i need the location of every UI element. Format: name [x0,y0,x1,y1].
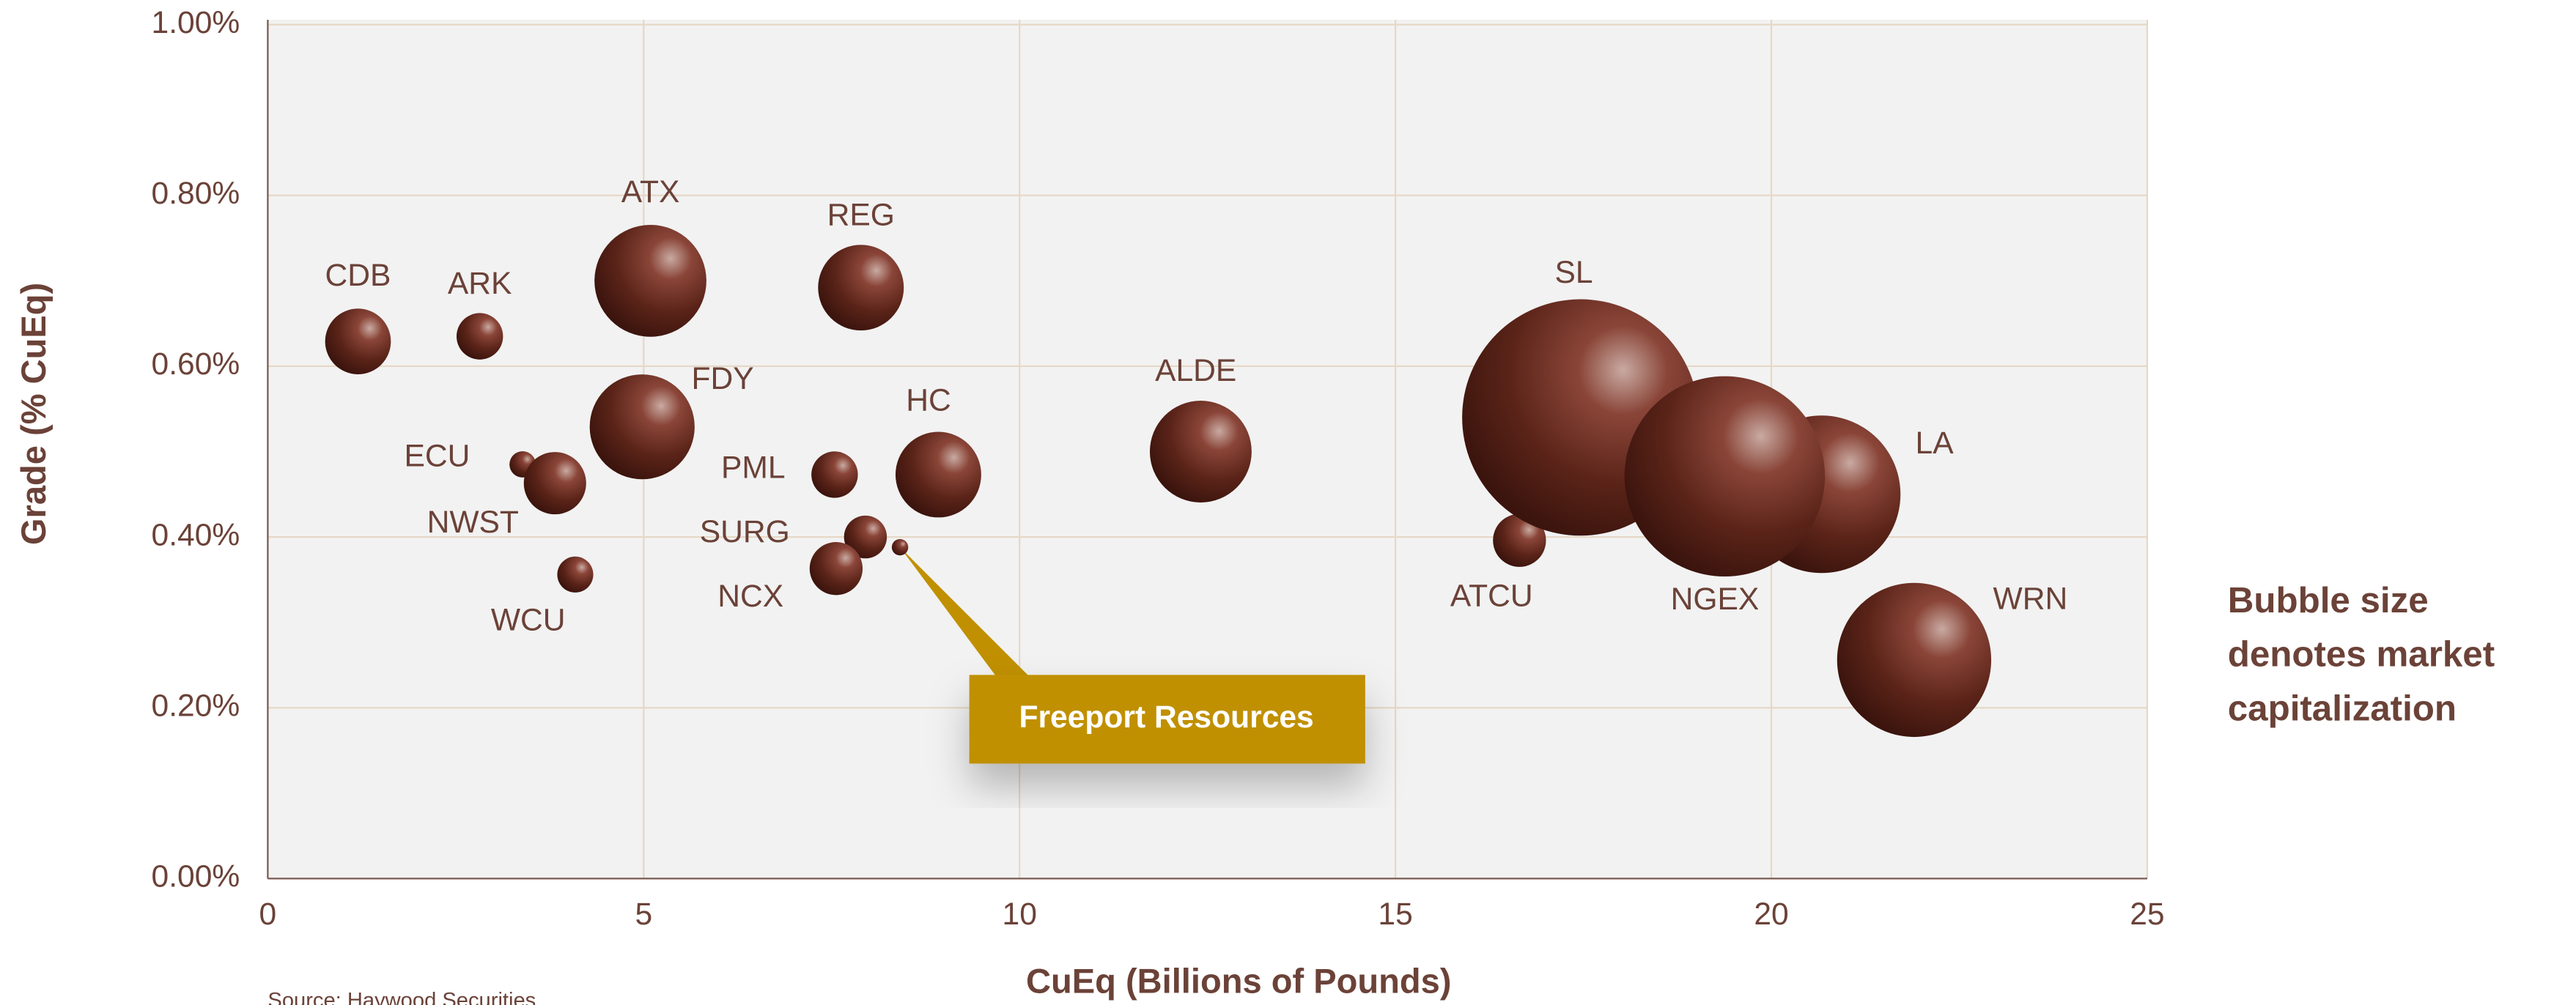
bubble [594,225,706,337]
callout-box [969,675,1365,764]
bubble [1624,376,1826,577]
bubble [1149,401,1252,502]
point-label: WCU [491,603,566,638]
point-label: REG [827,198,895,233]
point-label: NWST [427,505,519,540]
point-label: LA [1916,426,1955,461]
note-line: capitalization [2228,689,2457,729]
bubble [1837,582,1992,738]
bubble [1493,513,1546,567]
bubble [325,308,391,374]
point-label: ATX [621,174,680,209]
bubble [589,374,695,480]
point-label: WRN [1993,581,2068,616]
y-tick-label: 0.20% [152,688,240,723]
point-label: ALDE [1155,353,1236,388]
y-tick-label: 0.60% [152,346,240,382]
x-axis-title: CuEq (Billions of Pounds) [1026,961,1451,1000]
x-tick-label: 20 [1754,897,1788,932]
point-label: SURG [700,514,790,549]
point-label: CDB [325,258,391,293]
bubble [844,515,887,559]
callout-pointer [900,547,1028,675]
y-tick-label: 0.80% [152,176,240,211]
x-tick-label: 5 [635,897,652,932]
x-tick-label: 0 [259,897,277,932]
x-tick-label: 15 [1378,897,1412,932]
bubble [818,245,904,331]
note-line: Bubble size [2228,580,2429,620]
x-tick-label: 10 [1003,897,1037,932]
y-axis-title: Grade (% CuEq) [14,283,53,545]
point-label: NGEX [1671,582,1760,617]
bubble [557,556,594,593]
bubble [891,538,909,556]
x-tick-label: 25 [2130,897,2164,932]
point-label: PML [721,450,786,486]
y-tick-label: 1.00% [152,5,240,40]
bubble [456,313,503,360]
point-label: FDY [692,361,754,396]
y-tick-label: 0.00% [152,859,240,894]
callout-label: Freeport Resources [1019,700,1313,735]
bubble [809,542,863,596]
point-label: SL [1554,255,1593,290]
bubble [895,431,981,518]
point-label: ARK [448,266,512,301]
point-label: HC [906,383,951,418]
point-label: ATCU [1450,578,1533,613]
bubble [523,452,586,515]
point-label: NCX [717,579,783,614]
bubble [811,451,858,498]
source: Source: Haywood Securities [267,989,536,1005]
y-tick-label: 0.40% [152,517,240,552]
point-label: ECU [405,438,470,473]
note-line: denotes market [2228,634,2495,675]
